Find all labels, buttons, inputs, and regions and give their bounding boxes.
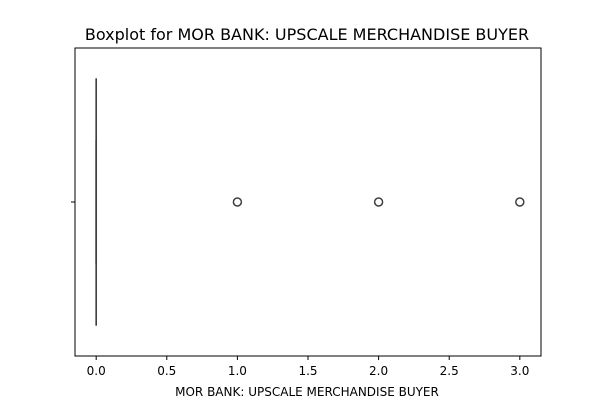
x-axis-ticks: 0.0 0.5 1.0 1.5 2.0 2.5 3.0 (87, 356, 529, 378)
x-tick-label: 1.5 (298, 364, 317, 378)
x-axis-label: MOR BANK: UPSCALE MERCHANDISE BUYER (175, 385, 439, 399)
x-tick-label: 2.0 (369, 364, 388, 378)
x-tick-label: 0.0 (87, 364, 106, 378)
x-tick-label: 0.5 (157, 364, 176, 378)
outlier-point (515, 197, 525, 207)
x-tick-label: 3.0 (510, 364, 529, 378)
outliers (232, 197, 525, 207)
chart-title: Boxplot for MOR BANK: UPSCALE MERCHANDIS… (85, 25, 529, 44)
x-tick-label: 1.0 (228, 364, 247, 378)
outlier-point (373, 197, 384, 207)
x-tick-label: 2.5 (440, 364, 459, 378)
plot-frame (74, 47, 542, 357)
outlier-point (232, 197, 243, 207)
